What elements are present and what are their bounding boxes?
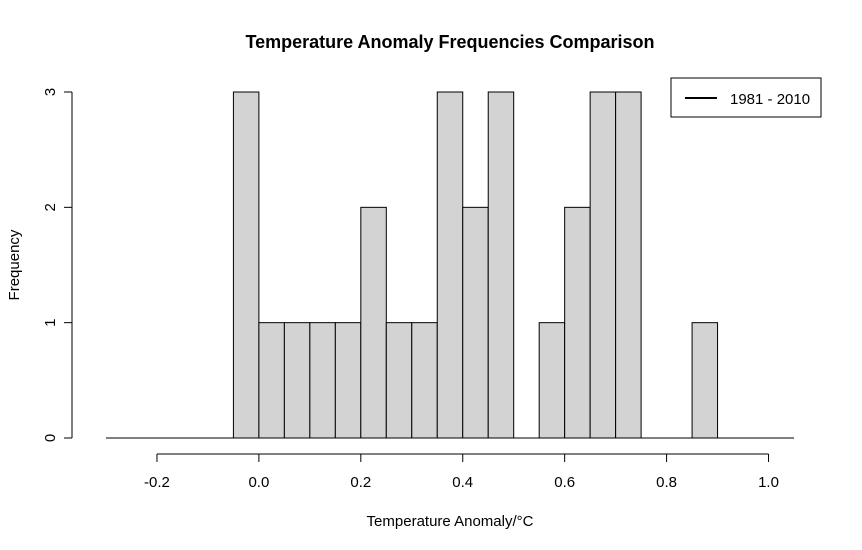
histogram-bar-5 [360,206,387,439]
x-axis: -0.2 0.0 0.2 0.4 0.6 0.8 1.0 [144,453,779,491]
histogram-bar-14 [589,91,617,439]
histogram-bar-6 [385,322,413,439]
x-tick-label-1: 0.0 [248,474,269,491]
histogram-bar-0 [232,91,260,439]
histogram-bar-10 [487,91,515,439]
x-tick-label-0: -0.2 [144,474,170,491]
histogram-bar-7 [411,322,438,439]
histogram-bar-15 [615,91,642,439]
x-tick-label-5: 0.8 [656,474,677,491]
histogram-bar-12 [538,322,566,439]
x-axis-ticks: -0.2 0.0 0.2 0.4 0.6 0.8 1.0 [144,454,779,491]
histogram-bar-9 [462,206,489,439]
x-tick-label-4: 0.6 [554,474,575,491]
histogram-bars [232,91,719,439]
histogram-bar-1 [258,322,285,439]
y-axis: 0 1 2 3 [42,88,73,442]
legend: 1981 - 2010 [670,77,822,118]
y-axis-ticks: 0 1 2 3 [42,88,72,442]
histogram-bar-2 [283,322,311,439]
x-tick-label-6: 1.0 [758,474,779,491]
histogram-bar-13 [564,206,591,439]
histogram-bar-3 [309,322,336,439]
legend-label-1981-2010: 1981 - 2010 [730,91,810,108]
x-tick-label-3: 0.4 [452,474,473,491]
y-tick-label-0: 0 [42,434,59,442]
histogram-bar-18 [691,322,719,439]
y-tick-label-2: 2 [42,203,59,211]
chart-title: Temperature Anomaly Frequencies Comparis… [245,32,654,52]
x-tick-label-2: 0.2 [350,474,371,491]
y-tick-label-1: 1 [42,318,59,326]
x-axis-label: Temperature Anomaly/°C [367,513,534,530]
histogram-bar-8 [436,91,464,439]
y-axis-label: Frequency [6,229,23,300]
histogram-bar-4 [334,322,362,439]
y-tick-label-3: 3 [42,88,59,96]
